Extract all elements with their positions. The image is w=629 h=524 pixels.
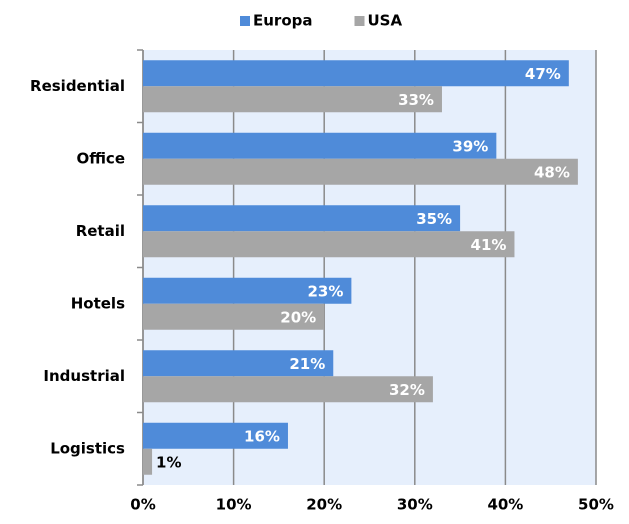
- data-label: 39%: [452, 137, 488, 155]
- y-tick-label: Office: [76, 149, 125, 167]
- x-tick-label: 10%: [216, 496, 252, 514]
- bar: [143, 86, 442, 113]
- data-label: 21%: [289, 355, 325, 373]
- bar: [143, 231, 515, 258]
- y-tick-label: Residential: [30, 77, 125, 95]
- bar: [143, 277, 352, 304]
- y-tick-label: Hotels: [71, 294, 125, 312]
- bar: [143, 303, 325, 330]
- bar: [143, 376, 433, 403]
- y-tick-label: Industrial: [43, 367, 125, 385]
- data-label: 33%: [398, 91, 434, 109]
- legend-swatch: [354, 16, 365, 26]
- x-tick-label: 50%: [578, 496, 614, 514]
- data-label: 41%: [471, 236, 507, 254]
- bar: [143, 350, 334, 377]
- plot-background: [143, 50, 596, 485]
- data-label: 1%: [156, 453, 181, 471]
- data-label: 23%: [307, 282, 343, 300]
- data-label: 16%: [244, 427, 280, 445]
- x-tick-label: 0%: [130, 496, 155, 514]
- bar: [143, 448, 153, 475]
- x-tick-label: 30%: [397, 496, 433, 514]
- data-label: 47%: [525, 65, 561, 83]
- bar: [143, 158, 578, 185]
- data-label: 32%: [389, 381, 425, 399]
- y-tick-label: Logistics: [50, 439, 125, 457]
- x-tick-label: 20%: [306, 496, 342, 514]
- x-tick-label: 40%: [487, 496, 523, 514]
- data-label: 20%: [280, 308, 316, 326]
- bar: [143, 205, 461, 232]
- bar: [143, 132, 497, 159]
- data-label: 35%: [416, 210, 452, 228]
- legend-swatch: [240, 16, 250, 26]
- legend-label: USA: [368, 12, 403, 30]
- y-tick-label: Retail: [76, 222, 125, 240]
- data-label: 48%: [534, 163, 570, 181]
- bar: [143, 60, 569, 87]
- bar: [143, 422, 288, 449]
- legend-label: Europa: [253, 12, 313, 30]
